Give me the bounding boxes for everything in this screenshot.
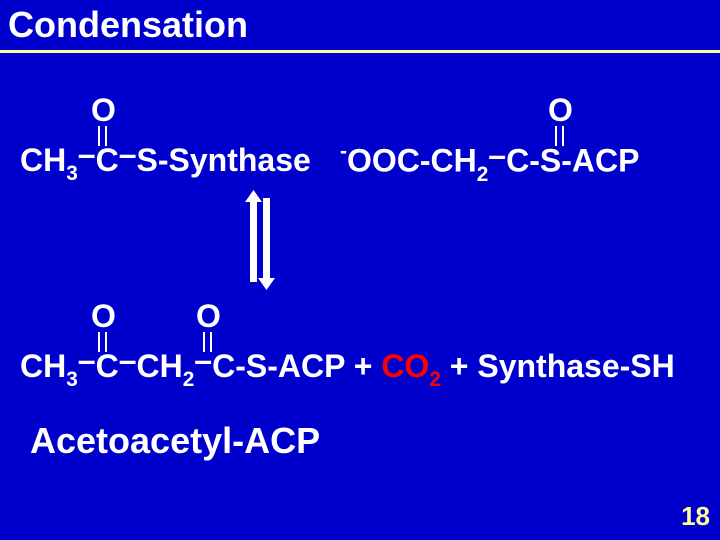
r1-post: S-Synthase [137, 142, 311, 178]
p-dash3: – [194, 342, 212, 378]
reactant-1: CH3–C–S-Synthase [20, 142, 311, 184]
p-c2: C [212, 348, 235, 384]
p-oxygen-1: O [91, 298, 116, 335]
r1-dash1: – [78, 136, 96, 172]
p-ch2: CH [137, 348, 183, 384]
bp-synth: Synthase-SH [477, 348, 674, 384]
bp-plus2: + [441, 348, 477, 384]
p-sub3: 3 [66, 368, 78, 391]
r2-neg: - [340, 140, 347, 163]
bp-cosub: 2 [429, 368, 441, 391]
slide-title: Condensation [8, 4, 248, 46]
equilibrium-arrows [240, 190, 280, 295]
r2-dash3: - [529, 143, 540, 179]
r1-ch: CH [20, 142, 66, 178]
title-underline [0, 50, 720, 53]
bp-co2: CO2 [381, 348, 441, 384]
r2-sub2: 2 [477, 163, 489, 186]
reactant-2: -OOC-CH2–C-S-ACP [340, 142, 639, 185]
r2-oxygen: O [548, 92, 573, 129]
product-label: Acetoacetyl-ACP [30, 420, 320, 462]
bp-plus1: + [345, 348, 381, 384]
r1-sub3: 3 [66, 162, 78, 185]
p-dash2: – [119, 342, 137, 378]
bp-co: CO [381, 348, 429, 384]
p-dash1: – [78, 342, 96, 378]
r2-dash1: - [420, 143, 431, 179]
p-dash4: - [235, 348, 246, 384]
r2-ooc: OOC [347, 143, 420, 179]
r2-ch: CH [430, 143, 476, 179]
p-post: S-ACP [246, 348, 345, 384]
r1-oxygen: O [91, 92, 116, 129]
p-ch1: CH [20, 348, 66, 384]
r2-dash2: – [488, 137, 506, 173]
r2-post: S-ACP [540, 143, 640, 179]
p-c1: C [96, 348, 119, 384]
p-sub2: 2 [183, 368, 195, 391]
r1-dash2: – [119, 136, 137, 172]
r2-c: C [506, 143, 529, 179]
product-row: CH3–C–CH2–C-S-ACP + CO2 + Synthase-SH [20, 348, 675, 390]
page-number: 18 [681, 501, 710, 532]
p-oxygen-2: O [196, 298, 221, 335]
r1-c: C [96, 142, 119, 178]
